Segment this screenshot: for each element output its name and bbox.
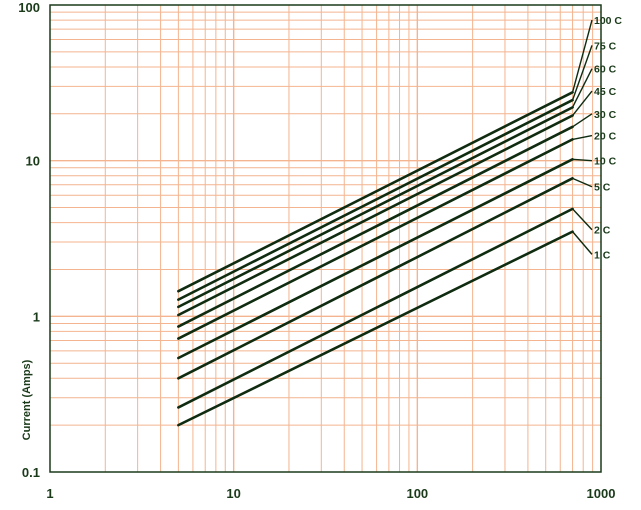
x-tick-label: 1 <box>46 486 53 501</box>
series-label: 30 C <box>594 109 617 121</box>
series-label: 10 C <box>594 156 617 168</box>
series-label: 100 C <box>594 15 622 27</box>
series-line <box>177 98 574 301</box>
series-leader-line <box>572 113 593 128</box>
y-tick-label: 100 <box>18 0 40 15</box>
series-leader-line <box>572 134 593 141</box>
series-leader-line <box>572 231 593 255</box>
series-leader-line <box>571 68 593 108</box>
series-line <box>177 114 574 317</box>
series-label: 20 C <box>594 131 617 143</box>
y-axis-label: Current (Amps) <box>21 359 33 440</box>
series-leader-line <box>571 19 593 93</box>
series-line <box>177 90 574 293</box>
series-lines <box>177 19 593 427</box>
series-leader-line <box>572 177 593 188</box>
series-label: 45 C <box>594 86 617 98</box>
y-tick-labels: 0.1 1 10 100 <box>18 0 40 480</box>
x-tick-label: 10 <box>226 486 240 501</box>
series-line <box>177 230 574 427</box>
series-line <box>177 106 574 309</box>
series-label: 5 C <box>594 182 611 194</box>
x-tick-label: 1000 <box>587 486 616 501</box>
plot-frame <box>49 4 602 473</box>
series-line <box>177 158 574 360</box>
series-line <box>177 138 574 340</box>
series-leader-line <box>572 90 593 116</box>
series-label: 1 C <box>594 249 611 261</box>
series-leader-line <box>572 158 593 162</box>
y-tick-label: 10 <box>26 154 40 169</box>
y-tick-label: 0.1 <box>22 465 40 480</box>
series-label: 60 C <box>594 64 617 76</box>
series-line <box>177 177 574 380</box>
grid-lines <box>50 5 601 472</box>
series-line <box>177 125 574 328</box>
x-tick-label: 100 <box>406 486 428 501</box>
x-tick-labels: 1 10 100 1000 <box>46 486 615 501</box>
series-leader-line <box>571 45 593 101</box>
series-label: 2 C <box>594 225 611 237</box>
series-label: 75 C <box>594 40 617 52</box>
series-labels: 100 C 75 C 60 C 45 C 30 C 20 C 10 C 5 C 2 C 1 C <box>594 15 622 261</box>
y-tick-label: 1 <box>33 309 40 324</box>
series-line <box>177 207 574 409</box>
series-leader-line <box>572 208 593 231</box>
